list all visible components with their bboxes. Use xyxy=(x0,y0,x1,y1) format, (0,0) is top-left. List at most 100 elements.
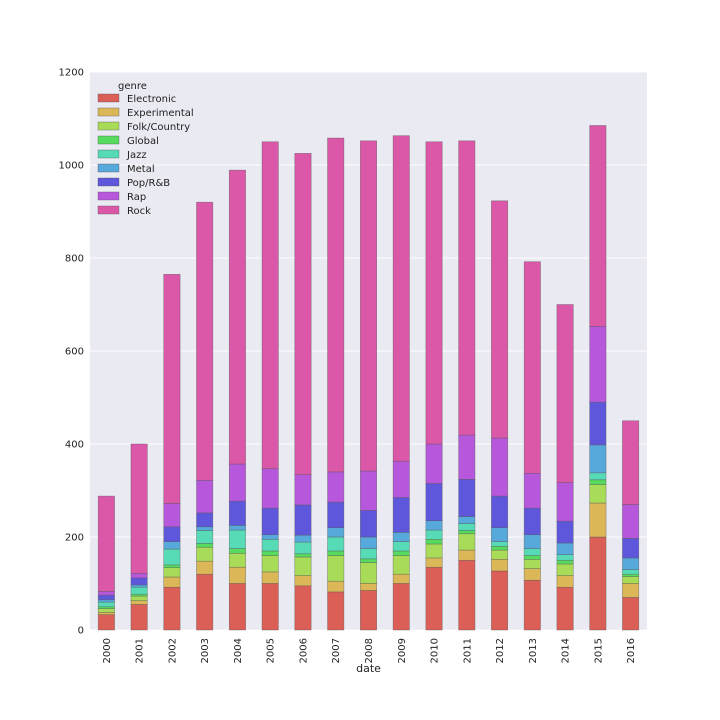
bar-segment xyxy=(622,569,640,575)
x-tick-label: 2012 xyxy=(495,638,506,663)
bar-segment xyxy=(622,504,640,539)
y-tick-label: 1000 xyxy=(59,161,84,172)
legend-title: genre xyxy=(118,81,147,92)
bar-segment xyxy=(556,304,574,483)
bar-segment xyxy=(589,401,607,446)
bar-segment xyxy=(392,550,410,556)
bar-segment xyxy=(261,507,279,535)
bar-segment xyxy=(228,566,246,584)
legend-swatch xyxy=(97,93,120,103)
x-tick-label: 2002 xyxy=(167,638,178,663)
bar-segment xyxy=(130,586,148,595)
bar-segment xyxy=(523,548,541,556)
y-tick-label: 1200 xyxy=(59,68,84,79)
bar-segment xyxy=(327,471,345,503)
bar-segment xyxy=(360,583,377,591)
bar-segment xyxy=(392,541,410,552)
bar-segment xyxy=(392,555,410,575)
bar-segment xyxy=(458,523,476,531)
bar-segment xyxy=(327,527,345,538)
bar-segment xyxy=(458,434,476,480)
bar-segment xyxy=(196,543,214,548)
bar-segment xyxy=(130,604,148,631)
bar-segment xyxy=(491,570,509,631)
x-tick-label: 2011 xyxy=(462,638,473,663)
x-tick-label: 2016 xyxy=(626,638,637,663)
bar-segment xyxy=(392,532,410,542)
bar-segment xyxy=(556,559,574,565)
y-tick-label: 0 xyxy=(78,626,84,637)
bar-segment xyxy=(458,530,476,535)
bar-segment xyxy=(491,541,509,547)
bar-segment xyxy=(589,326,607,403)
bar-segment xyxy=(261,539,279,552)
bar-segment xyxy=(425,141,443,445)
bar-segment xyxy=(458,533,476,551)
bar-segment xyxy=(228,525,246,531)
legend-swatch xyxy=(97,163,120,173)
bar-segment xyxy=(163,576,181,588)
bar-segment xyxy=(327,550,345,556)
x-tick-label: 2013 xyxy=(528,638,539,663)
legend-label: Rap xyxy=(127,192,146,203)
bar-segment xyxy=(392,583,410,631)
bar-segment xyxy=(491,495,509,528)
bar-segment xyxy=(523,579,541,631)
bar-segment xyxy=(622,597,640,631)
bar-segment xyxy=(327,580,345,593)
x-tick-label: 2006 xyxy=(298,638,309,663)
bar-segment xyxy=(163,564,181,568)
bar-segment xyxy=(294,474,312,506)
y-tick-label: 200 xyxy=(65,533,84,544)
bar-segment xyxy=(425,539,443,545)
bar-segment xyxy=(228,169,246,465)
legend-swatch xyxy=(97,149,120,159)
bar-segment xyxy=(196,546,214,562)
bar-segment xyxy=(97,591,115,596)
bar-segment xyxy=(458,140,476,436)
bar-segment xyxy=(491,527,509,542)
bar-segment xyxy=(228,548,246,554)
bar-segment xyxy=(523,472,541,509)
y-tick-label: 800 xyxy=(65,254,84,265)
bar-segment xyxy=(360,562,377,584)
bar-segment xyxy=(97,599,115,603)
bar-segment xyxy=(523,555,541,560)
bar-segment xyxy=(130,595,148,602)
bar-segment xyxy=(458,559,476,631)
bar-segment xyxy=(360,470,377,511)
x-axis-title: date xyxy=(356,662,381,675)
bar-segment xyxy=(589,479,607,485)
bar-segment xyxy=(97,601,115,608)
x-tick-label: 2001 xyxy=(135,638,146,663)
x-tick-label: 2008 xyxy=(364,638,375,663)
bar-segment xyxy=(491,437,509,497)
x-axis-ticks: 2000 2001 2002 2003 2004 2005 2006 2007 2008 2009… xyxy=(102,638,637,663)
bar-segment xyxy=(360,510,377,538)
bar-segment xyxy=(425,557,443,568)
legend-swatch xyxy=(97,135,120,145)
bar-segment xyxy=(196,512,214,528)
bar-segment xyxy=(130,572,148,579)
x-tick-label: 2014 xyxy=(561,638,572,663)
bar-segment xyxy=(261,534,279,540)
x-tick-label: 2000 xyxy=(102,638,113,663)
bar-segment xyxy=(130,577,148,586)
legend-label: Global xyxy=(127,136,159,147)
bar-segment xyxy=(196,526,214,531)
legend-swatch xyxy=(97,205,120,215)
bar-segment xyxy=(228,552,246,568)
bar-segment xyxy=(458,549,476,561)
bar-segment xyxy=(163,586,181,631)
bar-segment xyxy=(294,575,312,587)
bar-segment xyxy=(327,536,345,552)
bar-segment xyxy=(491,200,509,439)
bar-segment xyxy=(327,501,345,529)
bar-segment xyxy=(622,583,640,598)
y-tick-label: 400 xyxy=(65,440,84,451)
bar-segment xyxy=(425,520,443,531)
legend-swatch xyxy=(97,107,120,117)
bar-segment xyxy=(261,468,279,509)
bar-segment xyxy=(589,484,607,504)
bar-segment xyxy=(622,573,640,577)
